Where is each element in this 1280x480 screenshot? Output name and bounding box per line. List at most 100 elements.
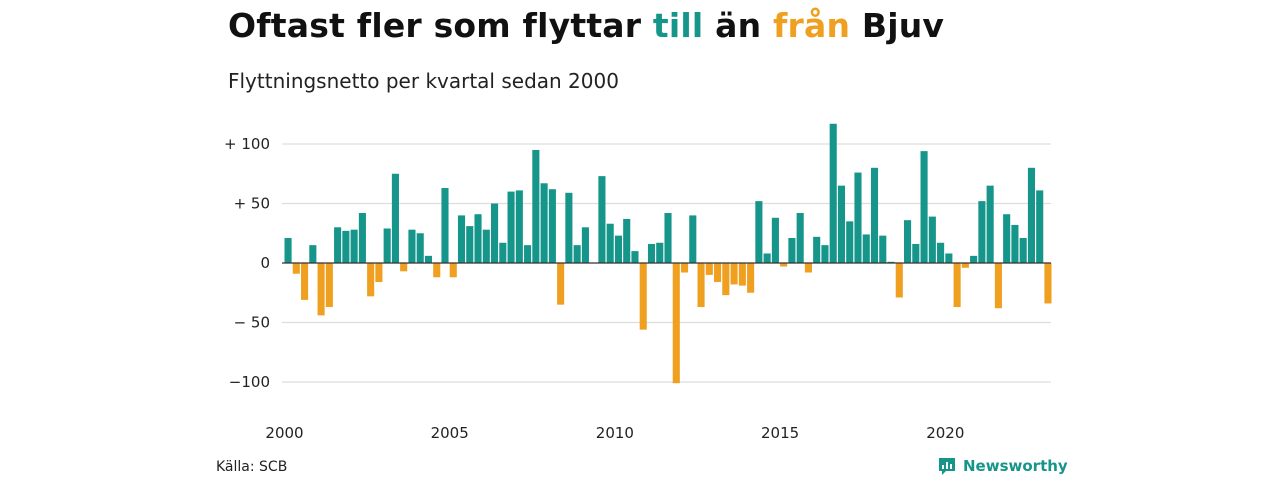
bar xyxy=(697,263,705,308)
bar xyxy=(400,263,408,272)
bar xyxy=(912,243,920,263)
bar xyxy=(763,253,771,263)
bar xyxy=(557,263,565,305)
bar xyxy=(482,229,490,263)
bar xyxy=(441,188,449,263)
bar xyxy=(788,238,796,263)
bar xyxy=(796,213,804,263)
bar xyxy=(631,251,639,263)
bar xyxy=(606,223,614,263)
bar xyxy=(548,189,556,263)
bar xyxy=(565,192,573,263)
bar xyxy=(639,263,647,330)
bar xyxy=(284,238,292,263)
bar xyxy=(945,253,953,263)
bar xyxy=(961,263,969,268)
title-post: Bjuv xyxy=(850,6,945,45)
bar xyxy=(499,242,507,263)
bar xyxy=(804,263,812,273)
bar xyxy=(1036,190,1044,263)
bar xyxy=(862,234,870,263)
bar xyxy=(1044,263,1052,304)
bar xyxy=(614,235,622,263)
bar xyxy=(581,227,589,263)
bar xyxy=(854,172,862,263)
bar xyxy=(837,185,846,263)
bar xyxy=(623,218,631,263)
bar xyxy=(722,263,730,296)
bar xyxy=(532,149,540,263)
bar xyxy=(895,263,903,298)
bar xyxy=(491,203,499,263)
bar xyxy=(738,263,746,286)
x-tick-label: 2005 xyxy=(431,424,469,442)
bar xyxy=(714,263,722,283)
bar xyxy=(449,263,457,278)
bar xyxy=(334,227,342,263)
bar xyxy=(920,151,928,263)
bar xyxy=(416,233,424,263)
bar xyxy=(524,245,532,263)
bar xyxy=(978,201,986,263)
bar xyxy=(656,242,664,263)
bar xyxy=(928,216,936,263)
bar xyxy=(292,263,300,274)
bar xyxy=(879,235,887,263)
bar xyxy=(730,263,738,285)
bar xyxy=(317,263,325,316)
bar xyxy=(689,215,697,263)
y-tick-label: + 50 xyxy=(234,195,270,213)
bar xyxy=(474,214,482,263)
bar xyxy=(870,167,879,263)
x-tick-label: 2020 xyxy=(926,424,964,442)
source-note: Källa: SCB xyxy=(216,459,288,475)
bar xyxy=(747,263,755,293)
bar xyxy=(986,185,994,263)
bar xyxy=(672,263,680,384)
bar xyxy=(904,220,912,263)
bar xyxy=(705,263,713,275)
x-tick-label: 2010 xyxy=(596,424,634,442)
bar xyxy=(408,229,416,263)
brand-name: Newsworthy xyxy=(963,457,1068,475)
y-tick-label: + 100 xyxy=(224,135,270,153)
chart-subtitle: Flyttningsnetto per kvartal sedan 2000 xyxy=(228,69,619,93)
bar xyxy=(664,213,672,263)
bar xyxy=(780,263,788,267)
bar xyxy=(350,229,358,263)
bar xyxy=(598,176,606,263)
bar xyxy=(821,245,829,263)
bar xyxy=(994,263,1002,309)
bar xyxy=(325,263,333,308)
bar xyxy=(301,263,309,300)
title-pre: Oftast fler som flyttar xyxy=(228,6,653,45)
bar xyxy=(515,190,523,263)
bar xyxy=(342,230,350,263)
y-tick-label: −100 xyxy=(229,373,270,391)
title-mid: än xyxy=(703,6,773,45)
bar xyxy=(507,191,515,263)
bar xyxy=(457,215,466,263)
bar xyxy=(846,221,854,263)
bar xyxy=(466,226,474,263)
y-tick-label: 0 xyxy=(260,254,270,272)
bar xyxy=(813,236,821,263)
bar xyxy=(383,228,391,263)
bar xyxy=(433,263,441,278)
bar xyxy=(970,255,978,263)
bar xyxy=(1011,224,1019,263)
chart-title: Oftast fler som flyttar till än från Bju… xyxy=(228,6,944,45)
bar xyxy=(755,201,763,263)
bar xyxy=(573,245,581,263)
bar xyxy=(680,263,689,273)
bar xyxy=(540,183,548,263)
bar xyxy=(829,123,837,264)
bar xyxy=(375,263,383,283)
bar xyxy=(424,255,433,263)
y-tick-label: − 50 xyxy=(234,314,270,332)
brand-logo: Newsworthy xyxy=(937,456,1068,476)
bar xyxy=(937,242,945,263)
bar xyxy=(1003,214,1011,263)
bar xyxy=(771,217,779,263)
